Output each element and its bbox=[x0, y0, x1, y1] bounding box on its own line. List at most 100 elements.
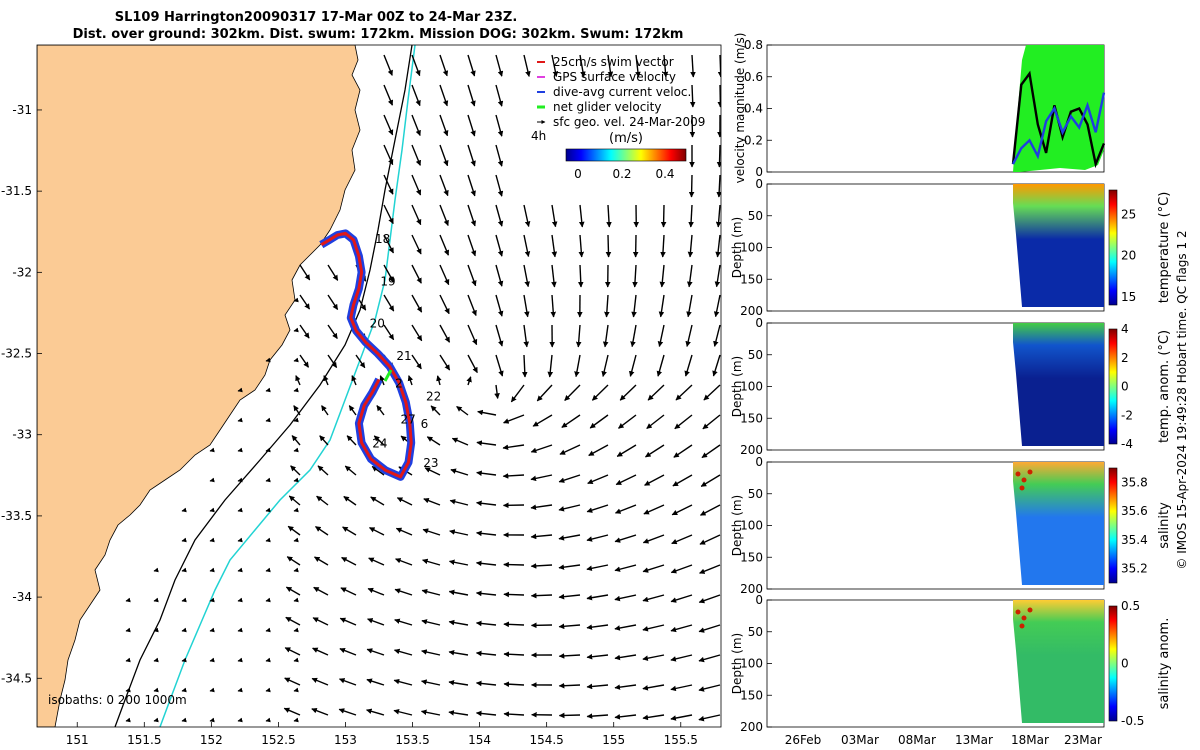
velocity-arrow bbox=[551, 204, 558, 228]
velocity-arrow bbox=[495, 354, 504, 377]
velocity-arrow bbox=[287, 525, 301, 536]
velocity-arrow bbox=[604, 294, 610, 318]
section-hotspot bbox=[1019, 485, 1025, 491]
section-y-tick-label: 150 bbox=[740, 550, 763, 564]
colorbar-tick-label: 2 bbox=[1121, 351, 1129, 365]
velocity-arrow bbox=[371, 465, 385, 476]
velocity-arrow bbox=[421, 588, 441, 596]
velocity-arrow bbox=[395, 558, 413, 566]
velocity-arrow bbox=[383, 324, 395, 341]
velocity-arrow bbox=[495, 264, 504, 287]
velocity-arrow bbox=[558, 564, 581, 570]
velocity-arrow bbox=[265, 687, 271, 693]
section-hotspot bbox=[1015, 609, 1021, 615]
velocity-arrow bbox=[283, 707, 301, 716]
velocity-arrow bbox=[293, 627, 299, 633]
velocity-arrow bbox=[503, 414, 525, 424]
legend-net-glider: net glider velocity bbox=[553, 100, 661, 114]
velocity-arrow bbox=[477, 409, 497, 416]
velocity-arrow bbox=[153, 717, 159, 723]
colorbar-label: salinity bbox=[1157, 502, 1172, 549]
colorbar-tick-label: 20 bbox=[1121, 249, 1136, 263]
section-hotspot bbox=[1021, 477, 1027, 483]
velocity-arrow bbox=[323, 375, 329, 386]
velocity-arrow bbox=[558, 504, 581, 512]
velocity-arrow bbox=[688, 204, 694, 228]
velocity-arrow bbox=[601, 354, 609, 377]
map-y-tick-label: -34 bbox=[12, 590, 32, 604]
velocity-arrow bbox=[586, 624, 609, 630]
velocity-arrow bbox=[476, 500, 497, 507]
velocity-arrow bbox=[615, 474, 637, 486]
velocity-arrow bbox=[237, 537, 243, 543]
velocity-arrow bbox=[181, 627, 187, 633]
velocity-arrow bbox=[383, 294, 395, 312]
velocity-arrow bbox=[466, 376, 472, 386]
colorbar-label: salinity anom. bbox=[1157, 618, 1172, 710]
velocity-arrow bbox=[423, 497, 441, 506]
velocity-arrow bbox=[495, 174, 504, 197]
velocity-arrow bbox=[510, 384, 525, 403]
velocity-arrow bbox=[327, 324, 338, 339]
velocity-arrow bbox=[449, 529, 469, 536]
velocity-arrow bbox=[293, 327, 299, 333]
velocity-arrow bbox=[475, 560, 497, 567]
velocity-arrow bbox=[643, 504, 665, 515]
velocity-arrow bbox=[237, 387, 243, 393]
velocity-arrow bbox=[439, 204, 449, 227]
velocity-y-tick-label: 0.6 bbox=[744, 70, 763, 84]
velocity-arrow bbox=[181, 687, 187, 693]
velocity-arrow bbox=[614, 534, 637, 543]
velocity-arrow bbox=[366, 708, 385, 716]
velocity-arrow bbox=[209, 657, 215, 663]
section-colorbar bbox=[1108, 605, 1118, 722]
velocity-arrow bbox=[495, 324, 504, 347]
map-x-tick-label: 152 bbox=[200, 733, 223, 747]
velocity-arrow bbox=[605, 234, 612, 258]
velocity-arrow bbox=[338, 678, 357, 686]
day-label: 19 bbox=[380, 274, 395, 288]
velocity-arrow bbox=[467, 114, 476, 137]
velocity-arrow bbox=[579, 54, 586, 78]
velocity-arrow bbox=[366, 678, 385, 686]
velocity-arrow bbox=[467, 174, 476, 197]
velocity-arrow bbox=[293, 717, 299, 723]
velocity-arrow bbox=[293, 507, 299, 513]
colorbar-label: temperature (°C) bbox=[1157, 192, 1172, 304]
velocity-arrow bbox=[327, 294, 339, 310]
velocity-arrow bbox=[299, 324, 310, 339]
velocity-arrow bbox=[495, 144, 504, 167]
map-x-tick-label: 151 bbox=[66, 733, 89, 747]
legend-gps-velocity: GPS surface velocity bbox=[553, 70, 676, 84]
velocity-arrow bbox=[393, 648, 413, 656]
velocity-arrow bbox=[642, 534, 665, 544]
map-colorbar-tick: 0 bbox=[574, 167, 582, 181]
map-legend: 25cm/s swim vector GPS surface velocity … bbox=[531, 55, 705, 143]
legend-geo-velocity: sfc geo. vel. 24-Mar-2009 bbox=[553, 115, 705, 129]
velocity-arrow bbox=[558, 593, 581, 600]
date-tick-label: 03Mar bbox=[841, 733, 879, 747]
date-tick-label: 08Mar bbox=[898, 733, 936, 747]
map-colorbar-label: (m/s) bbox=[609, 131, 643, 146]
velocity-arrow bbox=[642, 684, 665, 691]
date-tick-label: 23Mar bbox=[1064, 733, 1102, 747]
velocity-arrow bbox=[295, 375, 301, 386]
velocity-arrow bbox=[315, 526, 329, 536]
velocity-arrow bbox=[448, 649, 469, 656]
velocity-arrow bbox=[338, 708, 357, 716]
velocity-arrow bbox=[495, 54, 504, 77]
velocity-arrow bbox=[265, 387, 271, 393]
map-y-tick-label: -32 bbox=[12, 265, 32, 279]
velocity-arrow bbox=[439, 84, 449, 107]
velocity-arrow bbox=[558, 653, 581, 659]
section-y-tick-label: 150 bbox=[740, 272, 763, 286]
section-heatmap bbox=[1013, 184, 1104, 307]
velocity-arrow bbox=[467, 204, 477, 227]
velocity-arrow bbox=[475, 590, 497, 597]
legend-swim-vector: 25cm/s swim vector bbox=[553, 55, 674, 69]
section-y-tick-label: 100 bbox=[740, 519, 763, 533]
velocity-arrow bbox=[530, 592, 553, 599]
velocity-arrow bbox=[475, 650, 497, 657]
velocity-arrow bbox=[411, 114, 421, 137]
section-y-tick-label: 0 bbox=[755, 593, 763, 607]
